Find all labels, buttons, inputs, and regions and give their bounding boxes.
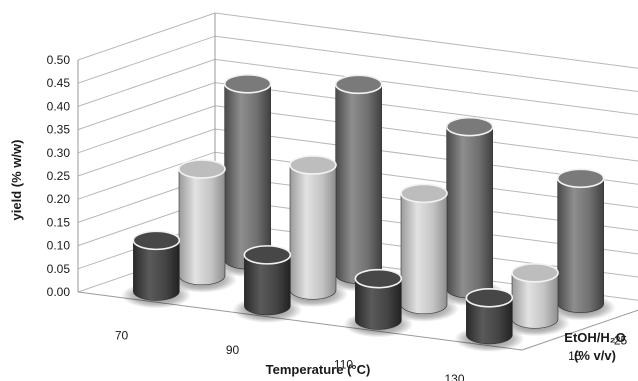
bar-top <box>400 183 448 204</box>
y-tick-label: 0.50 <box>47 53 71 67</box>
bar-top <box>465 287 514 308</box>
cylinder-bar <box>389 183 459 322</box>
bar-top <box>132 230 181 251</box>
cylinder-bar <box>121 230 192 309</box>
bar-body <box>178 168 226 286</box>
bar-top <box>334 74 383 95</box>
y-tick-label: 0.10 <box>47 239 71 253</box>
x-tick-label: 130 <box>444 372 464 381</box>
bar-body <box>224 83 271 270</box>
bar-top <box>243 245 292 265</box>
y-tick-label: 0.35 <box>47 123 71 137</box>
y-tick-label: 0.45 <box>47 76 71 90</box>
bar-top <box>178 159 226 179</box>
cylinder-bar <box>454 287 525 352</box>
y-tick-label: 0.25 <box>47 169 71 183</box>
bar-top <box>354 268 403 289</box>
bar-body <box>355 278 402 330</box>
bar-body <box>289 164 337 300</box>
bar-body <box>400 193 448 315</box>
bar-top <box>556 168 605 189</box>
grid-layer <box>77 12 638 351</box>
bar-body <box>466 297 513 345</box>
bar-top <box>511 263 559 283</box>
x-tick-label: 90 <box>226 343 240 357</box>
x-tick-label: 110 <box>334 357 353 371</box>
y-tick-label: 0.15 <box>47 215 71 229</box>
axis-layer: 0.00 0.05 0.10 0.15 0.20 0.25 0.30 0.35 0.40 0.45… <box>47 53 628 381</box>
bar-top <box>445 116 494 137</box>
y-tick-label: 0.20 <box>47 192 71 206</box>
gridline <box>77 12 638 69</box>
z-tick-label: 15 <box>568 349 582 363</box>
cylinder-bar <box>278 155 348 308</box>
cylinder-bar <box>500 263 570 337</box>
cylinder-bar <box>545 168 616 321</box>
bars-layer <box>121 73 616 352</box>
z-axis-title-line2: (% v/v) <box>574 348 616 363</box>
y-tick-label: 0.40 <box>47 99 71 113</box>
y-tick-label: 0.05 <box>47 262 71 276</box>
y-tick-label: 0.30 <box>47 146 71 160</box>
bar-body <box>335 84 382 284</box>
z-tick-label: 25 <box>614 334 628 348</box>
bar-top <box>289 155 337 175</box>
cylinder-bar <box>343 268 414 338</box>
bar-body <box>557 178 604 313</box>
cylinder-bar <box>167 159 237 293</box>
x-axis-title: Temperature (°C) <box>266 362 371 377</box>
bar-top <box>223 73 272 94</box>
bar-body <box>244 254 291 316</box>
bar-body <box>133 240 180 301</box>
y-axis-title: yield (% w/w) <box>9 140 24 221</box>
z-axis-title-line1: EtOH/H₂O <box>564 330 625 345</box>
bar-body <box>446 126 493 299</box>
cylinder-bar <box>232 245 303 323</box>
y-tick-label: 0.00 <box>47 285 71 299</box>
bar-body <box>511 272 559 329</box>
z-axis-line <box>521 309 638 351</box>
x-tick-label: 70 <box>115 328 129 342</box>
